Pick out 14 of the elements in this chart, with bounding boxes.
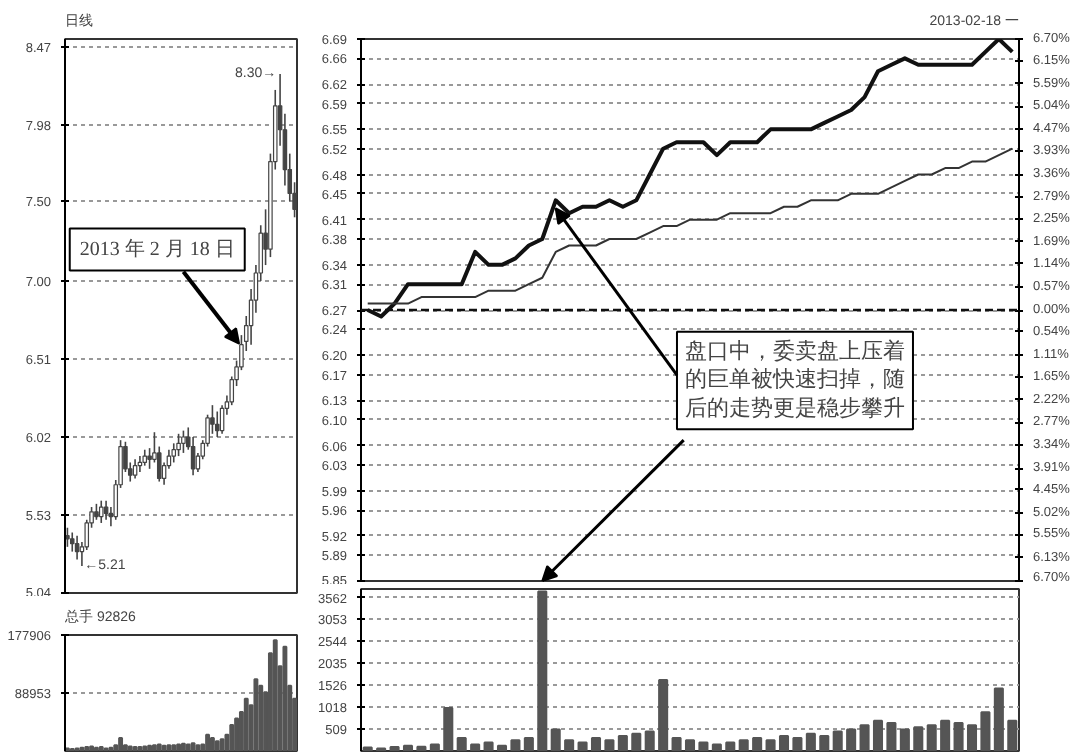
candlestick — [132, 458, 138, 480]
candlestick — [147, 447, 152, 470]
candlestick — [171, 442, 177, 464]
candlestick — [103, 499, 109, 521]
candlestick — [214, 410, 220, 438]
line-series — [366, 147, 1014, 305]
candlestick — [176, 433, 181, 457]
candlestick — [69, 531, 75, 553]
candlestick — [98, 499, 104, 524]
candlestick — [181, 429, 186, 454]
line-series — [365, 39, 1015, 319]
candlestick — [65, 526, 70, 548]
annotation: 盘口中，委卖盘上压着的巨单被快速扫掉，随后的走势更是稳步攀升 — [684, 337, 905, 422]
annotation: 2013 年 2 月 18 日 — [79, 236, 235, 261]
